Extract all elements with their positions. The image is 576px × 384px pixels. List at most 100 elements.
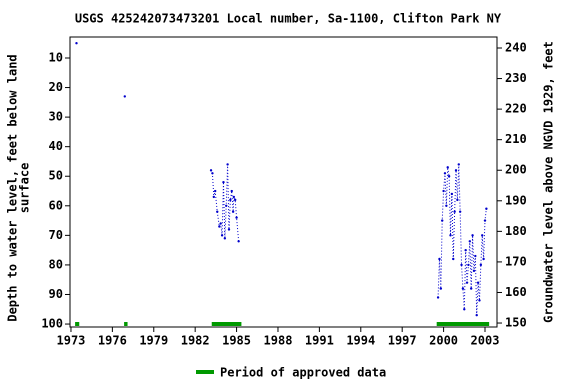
data-point [225,204,228,207]
y2-tick-label: 230 [505,71,527,85]
data-point [436,296,440,299]
data-point [212,195,216,199]
y2-tick-label: 240 [505,41,527,55]
y-tick-label: 40 [49,139,63,153]
data-point [441,219,444,222]
data-point [223,237,227,240]
data-point [237,240,240,243]
series-line [210,164,487,316]
y2-tick-label: 220 [505,102,527,116]
approved-period [436,322,490,326]
x-tick-label: 1973 [57,334,86,348]
data-point [123,95,126,98]
data-point [469,287,473,290]
approved-period [75,322,80,326]
y2-axis-label: Groundwater level above NGVD 1929, feet [542,41,556,323]
x-tick-label: 1979 [139,334,168,348]
data-point [464,248,467,252]
data-point [449,234,452,237]
x-tick-label: 1997 [388,334,417,348]
y-tick-label: 100 [41,317,63,331]
data-point [219,222,222,225]
data-point [216,210,219,213]
y-tick-label: 60 [49,198,63,212]
data-point [213,189,217,193]
data-point [472,269,476,273]
data-point [478,299,481,302]
data-point [235,216,238,219]
data-point [450,192,454,196]
data-point [474,254,477,258]
data-point [458,210,462,213]
data-point [465,281,469,284]
plot-frame [69,36,498,328]
data-point [447,175,451,178]
x-tick-label: 1985 [222,334,251,348]
y-axis-label: surface [18,163,32,214]
data-point [230,189,233,193]
data-point [439,287,443,290]
data-point [475,313,478,317]
data-point [446,166,449,169]
data-point [460,263,463,267]
y-axis-label: Depth to water level, feet below land [6,54,20,321]
data-point [457,163,460,166]
x-tick-label: 1994 [346,334,375,348]
data-point [461,287,465,290]
data-point [222,180,225,184]
y-tick-label: 20 [49,80,63,94]
y2-tick-label: 190 [505,193,527,207]
data-point [454,169,458,172]
data-point [463,308,466,311]
x-tick-label: 1988 [264,334,293,348]
data-point [476,281,480,284]
y2-tick-label: 160 [505,285,527,299]
data-point [481,234,484,237]
data-point [232,195,236,199]
legend-label: Period of approved data [220,366,386,380]
y-tick-label: 90 [49,287,63,301]
data-point [227,228,231,231]
data-point [471,234,474,237]
data-point [226,163,229,166]
y2-tick-label: 210 [505,132,527,146]
y-tick-label: 70 [49,228,63,242]
y-tick-label: 80 [49,257,63,271]
data-point [483,219,487,222]
data-point [209,169,213,172]
data-point [445,204,448,207]
x-tick-label: 1982 [181,334,210,348]
data-point [479,263,483,267]
y-tick-label: 50 [49,169,63,183]
y2-tick-label: 170 [505,254,527,268]
y-tick-label: 10 [49,50,63,64]
data-point [468,240,472,243]
y2-tick-label: 180 [505,224,527,238]
approved-period [124,322,128,326]
data-point [220,234,224,237]
x-tick-label: 1976 [98,334,127,348]
data-point [467,263,470,267]
y-tick-label: 30 [49,110,63,124]
data-point [456,198,459,202]
data-point [75,42,78,45]
data-point [218,225,221,228]
data-point [482,257,485,261]
data-point [233,198,237,202]
x-tick-label: 2003 [471,334,500,348]
y2-tick-label: 150 [505,316,527,330]
chart-title: USGS 425242073473201 Local number, Sa-11… [75,12,502,26]
data-point [452,257,455,261]
x-tick-label: 1991 [305,334,334,348]
approved-period [211,322,242,326]
data-point [211,172,214,175]
data-point [229,198,232,202]
y2-tick-label: 200 [505,163,527,177]
data-point [443,172,447,175]
data-point [231,210,235,213]
x-tick-label: 2000 [429,334,458,348]
data-point [453,210,456,213]
data-point [442,189,445,193]
